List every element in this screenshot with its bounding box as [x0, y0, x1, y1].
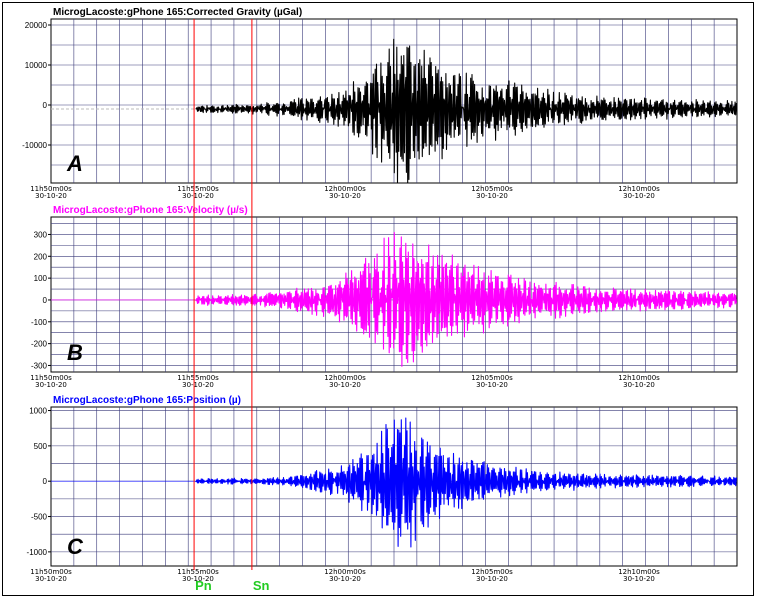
y-tick-label: 20000 — [25, 21, 48, 30]
y-tick-label: 10000 — [25, 61, 48, 70]
x-tick-label: 11h50m00s — [30, 568, 72, 576]
x-tick-date-label: 30-10-20 — [329, 575, 361, 583]
y-tick-label: 300 — [34, 230, 48, 239]
series-line — [195, 38, 737, 184]
x-tick-date-label: 30-10-20 — [476, 381, 508, 389]
x-tick-date-label: 30-10-20 — [35, 381, 67, 389]
series-line — [195, 417, 737, 548]
y-tick-label: 0 — [43, 477, 48, 486]
x-tick-date-label: 30-10-20 — [35, 192, 67, 200]
panel-title: MicrogLacoste:gPhone 165:Position (µ) — [53, 395, 241, 406]
y-tick-label: 0 — [43, 101, 48, 110]
x-tick-label: 11h55m00s — [177, 568, 219, 576]
x-tick-date-label: 30-10-20 — [623, 192, 655, 200]
y-tick-label: -500 — [31, 513, 48, 522]
y-tick-label: 1000 — [29, 407, 47, 416]
x-tick-date-label: 30-10-20 — [623, 575, 655, 583]
x-tick-label: 11h50m00s — [30, 374, 72, 382]
x-tick-label: 12h05m00s — [471, 374, 513, 382]
x-tick-date-label: 30-10-20 — [35, 575, 67, 583]
x-tick-label: 12h10m00s — [618, 185, 660, 193]
x-tick-date-label: 30-10-20 — [182, 575, 214, 583]
x-tick-label: 11h55m00s — [177, 374, 219, 382]
y-tick-label: 0 — [43, 296, 48, 305]
x-tick-date-label: 30-10-20 — [329, 192, 361, 200]
x-tick-label: 11h55m00s — [177, 185, 219, 193]
panel-title: MicrogLacoste:gPhone 165:Corrected Gravi… — [53, 7, 302, 18]
x-tick-label: 12h10m00s — [618, 374, 660, 382]
seismogram-svg: 20000100000-1000011h50m00s30-10-2011h55m… — [22, 7, 738, 593]
x-tick-label: 12h05m00s — [471, 185, 513, 193]
panel-letter: B — [67, 340, 83, 365]
y-tick-label: 100 — [34, 274, 48, 283]
y-tick-label: 500 — [34, 442, 48, 451]
x-tick-date-label: 30-10-20 — [623, 381, 655, 389]
x-tick-date-label: 30-10-20 — [476, 192, 508, 200]
panel-letter: C — [67, 534, 84, 559]
y-tick-label: -300 — [31, 361, 48, 370]
panel-title: MicrogLacoste:gPhone 165:Velocity (µ/s) — [53, 205, 248, 216]
x-tick-label: 12h00m00s — [324, 185, 366, 193]
y-tick-label: -200 — [31, 340, 48, 349]
x-tick-date-label: 30-10-20 — [182, 192, 214, 200]
phase-marker-label: Sn — [253, 578, 270, 593]
phase-marker-label: Pn — [195, 578, 212, 593]
x-tick-date-label: 30-10-20 — [182, 381, 214, 389]
panel-letter: A — [66, 151, 83, 176]
y-tick-label: -10000 — [22, 141, 47, 150]
x-tick-date-label: 30-10-20 — [476, 575, 508, 583]
x-tick-label: 11h50m00s — [30, 185, 72, 193]
x-tick-label: 12h10m00s — [618, 568, 660, 576]
x-tick-date-label: 30-10-20 — [329, 381, 361, 389]
x-tick-label: 12h00m00s — [324, 374, 366, 382]
series-line — [195, 232, 737, 367]
x-tick-label: 12h00m00s — [324, 568, 366, 576]
y-tick-label: -1000 — [27, 548, 48, 557]
y-tick-label: 200 — [34, 252, 48, 261]
x-tick-label: 12h05m00s — [471, 568, 513, 576]
y-tick-label: -100 — [31, 318, 48, 327]
